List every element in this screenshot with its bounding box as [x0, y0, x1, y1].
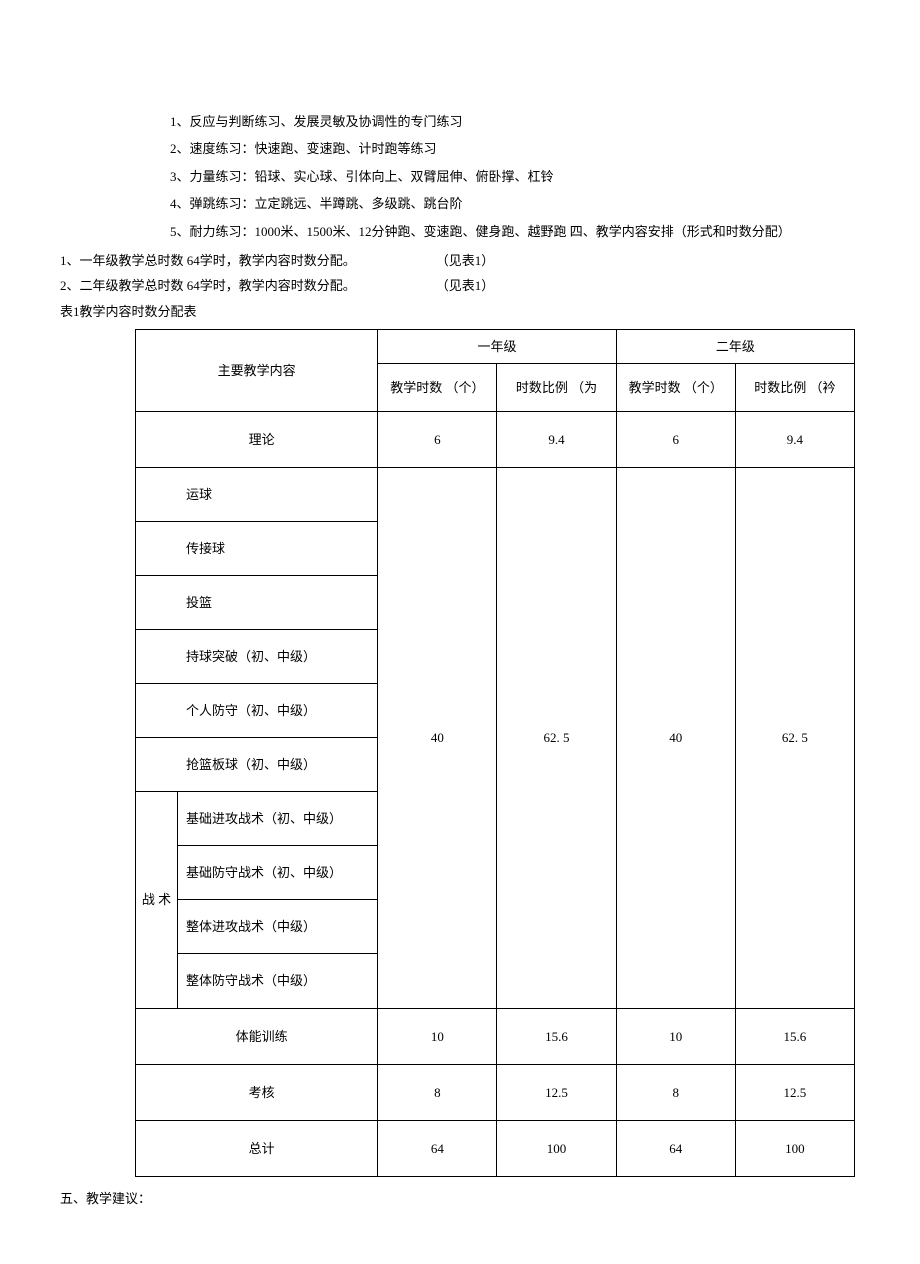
list-item-1: 1、反应与判断练习、发展灵敏及协调性的专门练习 [170, 110, 860, 133]
tactic-4: 整体防守战术（中级） [178, 954, 377, 1008]
skill-5: 个人防守（初、中级） [136, 684, 377, 738]
skills-items-col: 运球 传接球 投篮 持球突破（初、中级） 个人防守（初、中级） 抢篮板球（初、中… [136, 468, 378, 1009]
cell-exam-r1: 12.5 [497, 1065, 616, 1121]
skill-2: 传接球 [136, 522, 377, 576]
tactic-3: 整体进攻战术（中级） [178, 900, 377, 954]
numbered-list: 1、反应与判断练习、发展灵敏及协调性的专门练习 2、速度练习：快速跑、变速跑、计… [170, 110, 860, 243]
cell-total-h2: 64 [616, 1121, 735, 1177]
cell-fitness-r1: 15.6 [497, 1009, 616, 1065]
cell-exam-h1: 8 [378, 1065, 497, 1121]
header-main-content: 主要教学内容 [136, 330, 378, 412]
skill-3: 投篮 [136, 576, 377, 630]
tactics-items: 基础进攻战术（初、中级） 基础防守战术（初、中级） 整体进攻战术（中级） 整体防… [178, 792, 377, 1008]
skill-1: 运球 [136, 468, 377, 522]
cell-theory-r2: 9.4 [735, 412, 854, 468]
cell-skills-h2: 40 [616, 468, 735, 1009]
para-line-2: 2、二年级教学总时数 64学时，教学内容时数分配。 （见表1） [60, 274, 860, 297]
para-1-right: （见表1） [436, 249, 495, 272]
table-header-row-1: 主要教学内容 一年级 二年级 [136, 330, 855, 364]
cell-total-h1: 64 [378, 1121, 497, 1177]
paragraph-section: 1、一年级教学总时数 64学时，教学内容时数分配。 （见表1） 2、二年级教学总… [60, 249, 860, 323]
list-item-4: 4、弹跳练习：立定跳远、半蹲跳、多级跳、跳台阶 [170, 192, 860, 215]
tactic-1: 基础进攻战术（初、中级） [178, 792, 377, 846]
header-ratio-2: 时数比例 （衿 [735, 364, 854, 412]
skill-4: 持球突破（初、中级） [136, 630, 377, 684]
row-fitness: 体能训练 10 15.6 10 15.6 [136, 1009, 855, 1065]
cell-fitness-r2: 15.6 [735, 1009, 854, 1065]
list-item-2: 2、速度练习：快速跑、变速跑、计时跑等练习 [170, 137, 860, 160]
cell-fitness-label: 体能训练 [136, 1009, 378, 1065]
tactics-split: 战 术 基础进攻战术（初、中级） 基础防守战术（初、中级） 整体进攻战术（中级）… [136, 792, 377, 1008]
header-year1: 一年级 [378, 330, 616, 364]
cell-fitness-h1: 10 [378, 1009, 497, 1065]
cell-theory-h1: 6 [378, 412, 497, 468]
row-total: 总计 64 100 64 100 [136, 1121, 855, 1177]
cell-exam-h2: 8 [616, 1065, 735, 1121]
tactic-2: 基础防守战术（初、中级） [178, 846, 377, 900]
tactics-label: 战 术 [136, 792, 178, 1008]
para-2-left: 2、二年级教学总时数 64学时，教学内容时数分配。 [60, 274, 356, 297]
skills-items-wrapper: 运球 传接球 投篮 持球突破（初、中级） 个人防守（初、中级） 抢篮板球（初、中… [136, 468, 377, 1008]
row-exam: 考核 8 12.5 8 12.5 [136, 1065, 855, 1121]
para-1-left: 1、一年级教学总时数 64学时，教学内容时数分配。 [60, 249, 356, 272]
row-theory: 理论 6 9.4 6 9.4 [136, 412, 855, 468]
cell-theory-label: 理论 [136, 412, 378, 468]
header-ratio-1: 时数比例 （为 [497, 364, 616, 412]
hours-allocation-table: 主要教学内容 一年级 二年级 教学时数 （个） 时数比例 （为 教学时数 （个）… [135, 329, 855, 1177]
cell-skills-r1: 62. 5 [497, 468, 616, 1009]
header-hours-1: 教学时数 （个） [378, 364, 497, 412]
list-item-3: 3、力量练习：铅球、实心球、引体向上、双臂屈伸、俯卧撑、杠铃 [170, 165, 860, 188]
cell-theory-r1: 9.4 [497, 412, 616, 468]
cell-exam-r2: 12.5 [735, 1065, 854, 1121]
para-2-right: （见表1） [436, 274, 495, 297]
cell-fitness-h2: 10 [616, 1009, 735, 1065]
cell-exam-label: 考核 [136, 1065, 378, 1121]
list-item-5: 5、耐力练习：1000米、1500米、12分钟跑、变速跑、健身跑、越野跑 四、教… [170, 220, 860, 243]
table-title: 表1教学内容时数分配表 [60, 300, 860, 323]
cell-skills-r2: 62. 5 [735, 468, 854, 1009]
cell-skills-h1: 40 [378, 468, 497, 1009]
cell-total-label: 总计 [136, 1121, 378, 1177]
row-skills-block: 运球 传接球 投篮 持球突破（初、中级） 个人防守（初、中级） 抢篮板球（初、中… [136, 468, 855, 1009]
cell-theory-h2: 6 [616, 412, 735, 468]
cell-total-r2: 100 [735, 1121, 854, 1177]
para-line-1: 1、一年级教学总时数 64学时，教学内容时数分配。 （见表1） [60, 249, 860, 272]
skill-6: 抢篮板球（初、中级） [136, 738, 377, 792]
footer-heading: 五、教学建议： [60, 1187, 860, 1210]
cell-total-r1: 100 [497, 1121, 616, 1177]
header-hours-2: 教学时数 （个） [616, 364, 735, 412]
header-year2: 二年级 [616, 330, 854, 364]
